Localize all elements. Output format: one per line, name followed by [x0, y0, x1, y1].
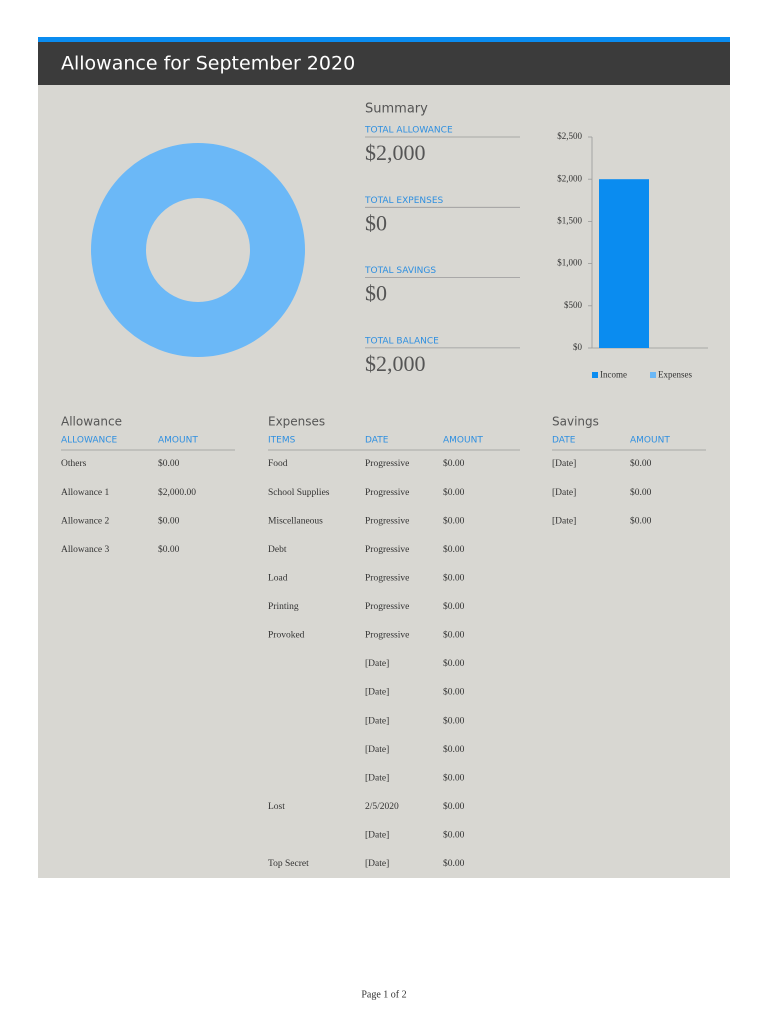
table-cell: $0.00 [443, 715, 465, 726]
y-tick-label: $1,500 [557, 215, 582, 225]
table-cell: [Date] [365, 831, 389, 841]
table-cell: $0.00 [443, 630, 465, 641]
column-header: AMOUNT [443, 436, 483, 446]
table-cell: [Date] [552, 488, 576, 498]
table-cell: Top Secret [268, 859, 309, 869]
legend-label: Expenses [658, 370, 692, 380]
donut-segment [91, 143, 305, 357]
y-tick-label: $500 [564, 300, 583, 310]
table-title: Savings [552, 415, 599, 429]
column-header: ITEMS [268, 436, 296, 446]
table-cell: Progressive [365, 459, 409, 469]
table-cell: Debt [268, 545, 287, 555]
summary-label: TOTAL ALLOWANCE [364, 126, 453, 136]
y-tick-label: $2,500 [557, 131, 582, 141]
table-cell: School Supplies [268, 488, 330, 498]
page-number: Page 1 of 2 [361, 989, 406, 1000]
table-cell: Allowance 3 [61, 545, 110, 555]
table-cell: $0.00 [158, 515, 180, 526]
summary-value: $2,000 [365, 351, 426, 376]
table-cell: Progressive [365, 573, 409, 583]
table-cell: $0.00 [443, 572, 465, 583]
summary-value: $0 [365, 281, 387, 306]
table-cell: Progressive [365, 516, 409, 526]
table-title: Allowance [61, 415, 122, 429]
table-cell: $0.00 [630, 515, 652, 526]
column-header: AMOUNT [158, 436, 198, 446]
table-cell: $0.00 [630, 487, 652, 498]
table-cell: Progressive [365, 602, 409, 612]
table-cell: Progressive [365, 488, 409, 498]
column-header: DATE [365, 436, 389, 446]
table-cell: Provoked [268, 631, 305, 641]
y-tick-label: $0 [573, 342, 583, 352]
table-cell: $2,000.00 [158, 487, 196, 498]
table-cell: $0.00 [158, 544, 180, 555]
summary-label: TOTAL SAVINGS [364, 266, 436, 276]
table-cell: $0.00 [443, 601, 465, 612]
table-cell: $0.00 [443, 658, 465, 669]
column-header: AMOUNT [630, 436, 670, 446]
table-cell: [Date] [365, 745, 389, 755]
summary-value: $2,000 [365, 140, 426, 165]
table-cell: $0.00 [443, 830, 465, 841]
table-cell: [Date] [365, 716, 389, 726]
table-cell: [Date] [365, 688, 389, 698]
table-cell: Lost [268, 802, 285, 812]
table-cell: $0.00 [443, 858, 465, 869]
legend-swatch [650, 372, 656, 378]
table-cell: $0.00 [443, 544, 465, 555]
table-cell: $0.00 [443, 772, 465, 783]
y-tick-label: $1,000 [557, 258, 582, 268]
table-cell: $0.00 [443, 458, 465, 469]
table-cell: 2/5/2020 [365, 802, 399, 812]
table-cell: [Date] [365, 859, 389, 869]
table-cell: $0.00 [630, 458, 652, 469]
column-header: ALLOWANCE [61, 436, 118, 446]
table-cell: Printing [268, 602, 299, 612]
summary-label: TOTAL EXPENSES [364, 196, 444, 206]
table-cell: Progressive [365, 631, 409, 641]
legend-label: Income [600, 370, 627, 380]
table-cell: $0.00 [443, 744, 465, 755]
y-tick-label: $2,000 [557, 173, 582, 183]
table-cell: Progressive [365, 545, 409, 555]
table-cell: $0.00 [443, 515, 465, 526]
summary-value: $0 [365, 210, 387, 235]
summary-title: Summary [365, 102, 428, 117]
table-cell: [Date] [552, 459, 576, 469]
legend-swatch [592, 372, 598, 378]
table-cell: [Date] [552, 516, 576, 526]
table-cell: Load [268, 573, 288, 583]
table-cell: $0.00 [443, 687, 465, 698]
column-header: DATE [552, 436, 576, 446]
bar [599, 179, 649, 348]
table-cell: Allowance 2 [61, 516, 110, 526]
table-cell: Others [61, 459, 87, 469]
header-accent [38, 37, 730, 42]
table-cell: $0.00 [158, 458, 180, 469]
table-cell: Allowance 1 [61, 488, 110, 498]
header-title: Allowance for September 2020 [61, 53, 355, 75]
table-cell: Food [268, 459, 288, 469]
table-cell: $0.00 [443, 801, 465, 812]
table-title: Expenses [268, 415, 325, 429]
table-cell: [Date] [365, 659, 389, 669]
summary-label: TOTAL BALANCE [364, 336, 439, 346]
table-cell: [Date] [365, 773, 389, 783]
table-cell: Miscellaneous [268, 516, 323, 526]
table-cell: $0.00 [443, 487, 465, 498]
header-bar [38, 42, 730, 85]
